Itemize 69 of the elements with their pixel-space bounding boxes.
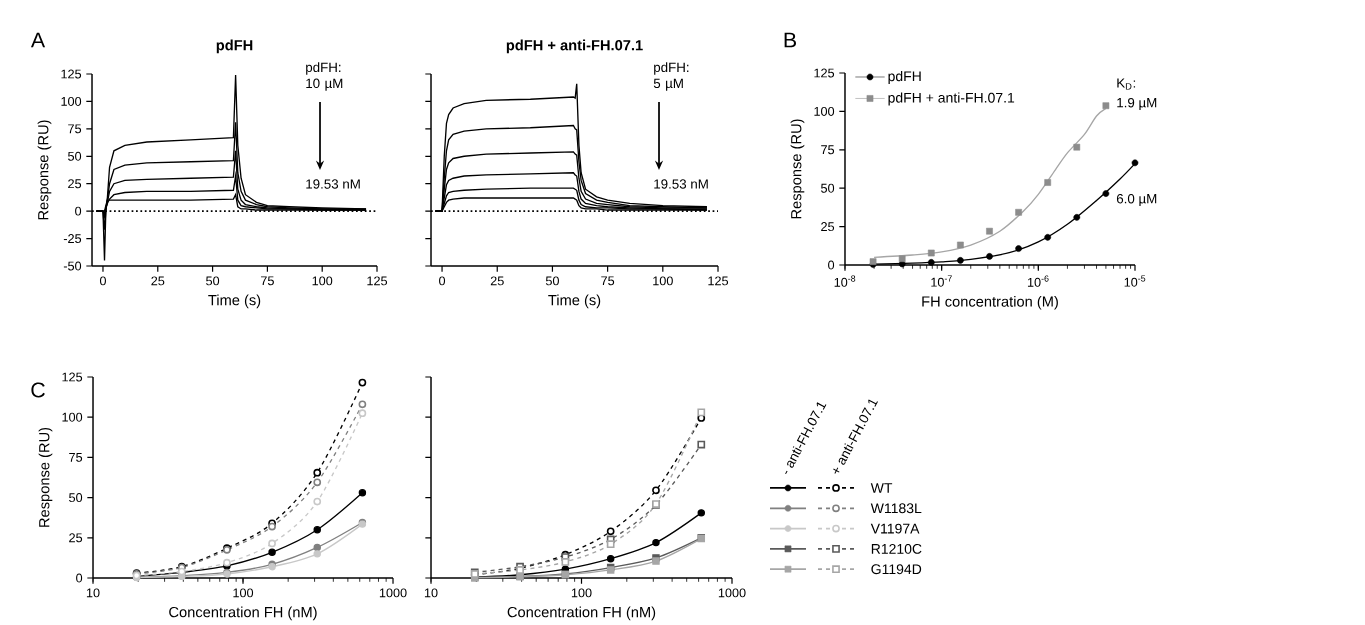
x-tick-label: 100	[233, 588, 254, 598]
annotation: 1.9 µM	[1117, 97, 1157, 111]
annotation: 6.0 µM	[1116, 193, 1157, 207]
x-axis-title: Time (s)	[548, 294, 601, 309]
text: C	[31, 382, 45, 398]
x-tick-label: 100	[312, 276, 333, 286]
x-tick-label: 10$^{-6}$	[1027, 275, 1049, 287]
y-tick-label: 100	[62, 412, 83, 422]
y-tick-label: 25	[68, 179, 82, 189]
x-tick-label: 25	[151, 276, 165, 286]
annotation: pdFH: 10 µM	[306, 62, 343, 91]
x-tick-label: 100	[653, 276, 673, 286]
x-tick-label: 75	[261, 276, 274, 286]
x-axis-title: Concentration FH (nM)	[169, 606, 317, 621]
y-tick-label: 0	[76, 573, 83, 583]
chart-title: pdFH + anti-FH.07.1	[506, 39, 643, 54]
x-axis-title: Concentration FH (nM)	[507, 606, 656, 621]
x-tick-label: 1000	[379, 588, 407, 598]
y-axis-title: Response (RU)	[790, 119, 805, 219]
text: V1197A	[870, 523, 920, 534]
x-tick-label: 125	[367, 276, 388, 286]
y-tick-label: 125	[61, 69, 82, 79]
y-axis-title: Response (RU)	[38, 427, 53, 527]
annotation: K$_{D}$:	[1117, 78, 1136, 90]
y-tick-label: 75	[68, 124, 82, 134]
legend-label: pdFH + anti-FH.07.1	[888, 92, 1015, 106]
legend-label: G1194D	[871, 564, 922, 575]
x-tick-label: 25	[490, 276, 504, 286]
text: W1183L	[870, 503, 922, 514]
y-tick-label: 125	[62, 372, 83, 382]
x-tick-label: 100	[571, 588, 592, 598]
x-tick-label: 10	[424, 588, 438, 598]
y-tick-label: 100	[61, 96, 82, 106]
y-tick-label: 25	[69, 533, 83, 543]
x-tick-label: 0	[99, 276, 106, 286]
y-tick-label: 125	[814, 68, 835, 78]
text: B	[784, 32, 796, 48]
x-tick-label: 1000	[718, 588, 746, 598]
y-tick-label: 0	[75, 206, 82, 216]
y-tick-label: 75	[69, 452, 83, 462]
annotation: 19.53 nM	[306, 179, 360, 189]
y-tick-label: 25	[821, 222, 835, 232]
x-tick-label: 50	[545, 276, 559, 286]
y-tick-label: -25	[63, 234, 82, 244]
annotation: 19.53 nM	[654, 179, 708, 189]
x-tick-label: 50	[206, 276, 220, 286]
legend-label: pdFH	[888, 70, 921, 84]
y-tick-label: 50	[821, 183, 835, 193]
text: A	[30, 32, 46, 48]
x-tick-label: 10$^{-7}$	[931, 275, 952, 287]
y-tick-label: 75	[821, 145, 835, 155]
y-tick-label: 50	[69, 493, 83, 503]
y-tick-label: 0	[828, 260, 835, 270]
y-axis-title: Response (RU)	[37, 120, 52, 220]
x-axis-title: Time (s)	[208, 294, 261, 309]
x-tick-label: 10$^{-8}$	[834, 275, 856, 287]
chart-title: pdFH	[216, 39, 253, 54]
x-tick-label: 125	[708, 276, 729, 286]
y-tick-label: 100	[814, 106, 835, 116]
x-tick-label: 75	[601, 276, 615, 286]
x-tick-label: 10$^{-5}$	[1124, 275, 1146, 287]
y-tick-label: 50	[68, 151, 82, 161]
x-axis-title: FH concentration (M)	[922, 295, 1058, 310]
annotation: pdFH: 5 µM	[653, 62, 689, 91]
legend-label: R1210C	[871, 543, 922, 554]
legend-label: WT	[870, 483, 893, 493]
y-tick-label: -50	[63, 261, 82, 271]
x-tick-label: 10	[86, 588, 100, 598]
x-tick-label: 0	[439, 276, 446, 286]
